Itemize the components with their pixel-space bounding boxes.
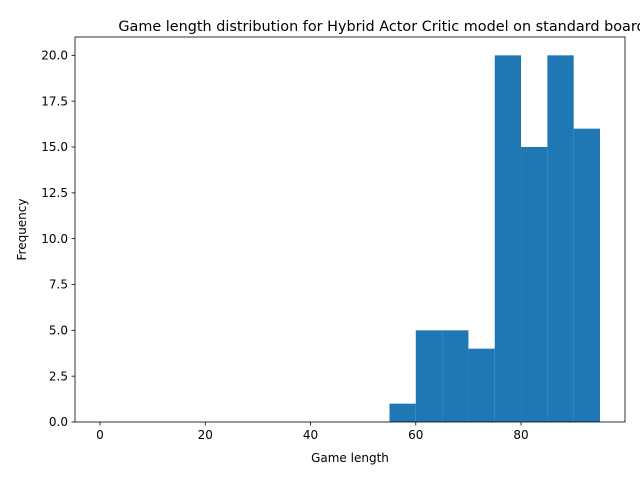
y-tick-label: 20.0: [41, 49, 68, 63]
y-axis-label: Frequency: [15, 199, 29, 261]
y-tick-label: 2.5: [49, 369, 68, 383]
histogram-bar: [415, 330, 443, 422]
histogram-bar: [573, 128, 600, 422]
x-tick-label: 0: [96, 428, 104, 442]
histogram-bar: [442, 330, 469, 422]
plot-frame: [74, 36, 626, 423]
x-tick-label: 40: [303, 428, 318, 442]
histogram-bar: [521, 147, 548, 422]
x-tick-label: 20: [198, 428, 213, 442]
histogram-bar: [389, 403, 416, 422]
x-tick-label: 80: [513, 428, 528, 442]
histogram-bar: [468, 348, 495, 422]
y-tick-label: 17.5: [41, 94, 68, 108]
y-tick-label: 10.0: [41, 232, 68, 246]
x-ticks-group: 0 20 40 60 80: [96, 422, 529, 442]
x-tick-label: 60: [408, 428, 423, 442]
bars-group: [389, 55, 600, 422]
y-tick-label: 7.5: [49, 278, 68, 292]
y-ticks-group: 0.0 2.5 5.0 7.5 10.0 12.5 15.0 17.5 20.0: [41, 49, 75, 429]
x-axis-label: Game length: [311, 451, 389, 465]
y-tick-label: 12.5: [41, 186, 68, 200]
histogram-bar: [494, 55, 522, 422]
chart-title: Game length distribution for Hybrid Acto…: [118, 19, 640, 35]
y-tick-label: 0.0: [49, 415, 68, 429]
y-tick-label: 15.0: [41, 140, 68, 154]
axes-frame: [74, 36, 626, 423]
histogram-bar: [547, 55, 574, 422]
y-tick-label: 5.0: [49, 324, 68, 338]
